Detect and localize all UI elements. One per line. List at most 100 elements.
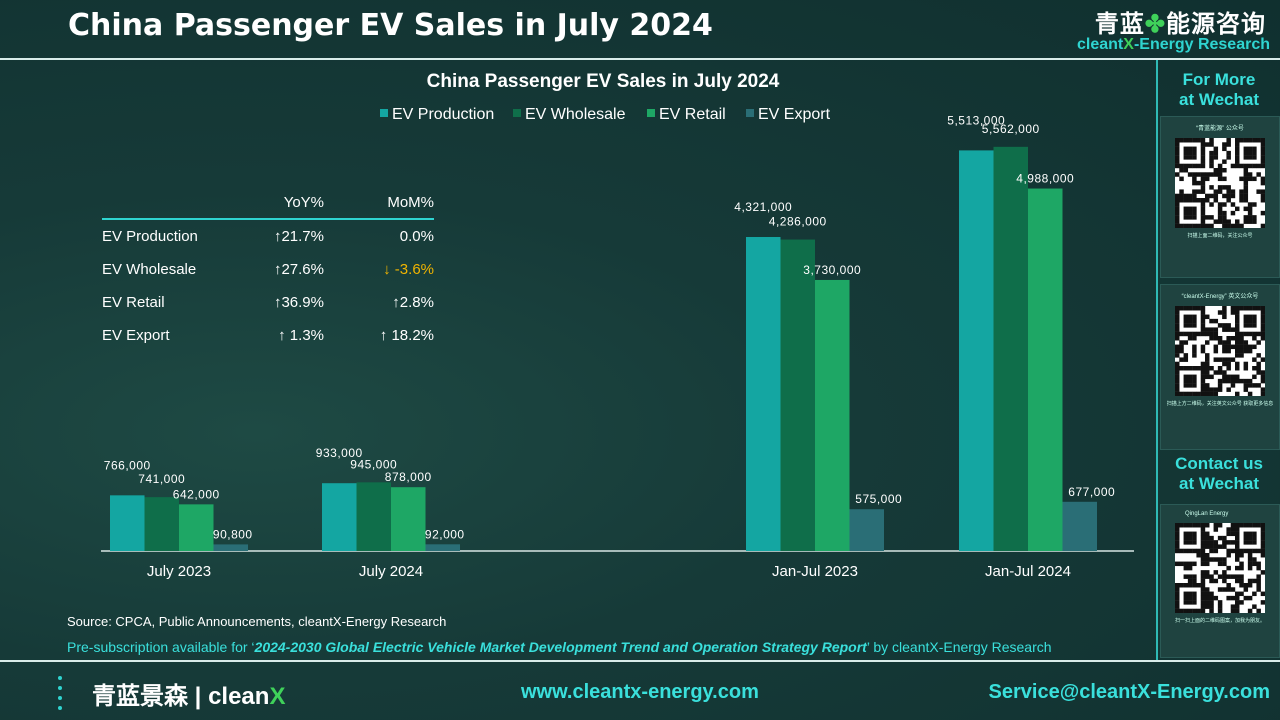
qr-module — [1247, 155, 1253, 160]
qr-module — [1209, 138, 1214, 143]
row-mom: ↑ 18.2% — [379, 327, 434, 344]
qr-module — [1217, 185, 1223, 190]
qr-module — [1252, 336, 1257, 341]
qr-module — [1175, 523, 1180, 528]
qr-module — [1179, 163, 1184, 169]
website-link[interactable]: www.cleantx-energy.com — [521, 681, 759, 703]
qr-module — [1230, 306, 1236, 311]
qr-module — [1247, 331, 1253, 337]
row-name: EV Production — [102, 228, 198, 245]
qr-module — [1239, 336, 1244, 341]
qr-module — [1205, 142, 1210, 147]
qr-module — [1187, 193, 1193, 199]
qr-module — [1196, 608, 1201, 613]
qr-module — [1235, 344, 1240, 350]
qr-module — [1247, 146, 1253, 152]
qr-module — [1175, 210, 1180, 216]
qr-module — [1252, 318, 1257, 324]
qr-module — [1209, 535, 1214, 541]
qr-module — [1183, 548, 1189, 554]
for-more-heading: For More at Wechat — [1160, 70, 1278, 110]
qr-module — [1235, 159, 1240, 164]
data-label: 90,800 — [213, 527, 253, 541]
qr-module — [1252, 176, 1257, 182]
qr-module — [1200, 327, 1206, 332]
qr-module — [1196, 189, 1201, 194]
qr-code-icon[interactable] — [1175, 523, 1265, 613]
qr-module — [1175, 219, 1180, 224]
qr-module — [1200, 374, 1206, 380]
qr-module — [1200, 180, 1206, 186]
email-link[interactable]: Service@cleantX-Energy.com — [988, 681, 1270, 703]
qr-module — [1192, 548, 1197, 554]
qr-module — [1252, 374, 1257, 380]
qr-module — [1183, 357, 1189, 362]
qr-module — [1256, 370, 1261, 375]
footer-divider — [0, 660, 1280, 662]
qr-module — [1230, 574, 1236, 579]
qr-module — [1175, 591, 1180, 597]
qr-module — [1205, 391, 1210, 396]
qr-module — [1179, 168, 1184, 173]
qr-module — [1235, 595, 1240, 601]
qr-module — [1183, 374, 1189, 380]
brand-logo-cn: 青蓝✤能源咨询 — [1095, 4, 1266, 39]
qr-module — [1226, 540, 1231, 545]
qr-module — [1226, 189, 1231, 194]
qr-module — [1200, 366, 1206, 371]
qr-module — [1243, 535, 1249, 541]
qr-module — [1205, 172, 1210, 177]
qr-module — [1222, 557, 1227, 562]
qr-module — [1243, 378, 1249, 384]
qr-module — [1200, 215, 1206, 220]
qr-module — [1192, 608, 1197, 613]
qr-module — [1217, 604, 1223, 609]
qr-module — [1256, 366, 1261, 371]
row-name: EV Retail — [102, 294, 165, 311]
bar — [179, 504, 214, 551]
qr-module — [1222, 185, 1227, 190]
qr-module — [1235, 523, 1240, 528]
qr-module — [1192, 318, 1197, 324]
qr-module — [1187, 318, 1193, 324]
qr-module — [1209, 557, 1214, 562]
qr-module — [1230, 604, 1236, 609]
qr-module — [1243, 595, 1249, 601]
qr-module — [1205, 591, 1210, 597]
qr-module — [1217, 202, 1223, 207]
qr-module — [1247, 348, 1253, 354]
qr-module — [1209, 578, 1214, 584]
qr-module — [1260, 210, 1265, 216]
qr-module — [1235, 548, 1240, 554]
qr-module — [1235, 578, 1240, 584]
qr-module — [1243, 340, 1249, 345]
qr-module — [1243, 383, 1249, 388]
qr-module — [1209, 202, 1214, 207]
qr-code-icon[interactable] — [1175, 306, 1265, 396]
qr-module — [1256, 578, 1261, 584]
qr-module — [1226, 361, 1231, 367]
qr-module — [1230, 223, 1236, 228]
bar — [391, 487, 426, 551]
qr-module — [1200, 314, 1206, 320]
qr-module — [1175, 314, 1180, 320]
qr-module — [1200, 540, 1206, 545]
qr-module — [1200, 583, 1206, 588]
qr-module — [1213, 370, 1219, 375]
qr-module — [1175, 198, 1180, 203]
qr-module — [1213, 344, 1219, 350]
qr-module — [1217, 535, 1223, 541]
bar — [815, 279, 850, 551]
qr-footnote: 扫描上面二维码，关注公众号 — [1187, 233, 1253, 239]
qr-module — [1230, 383, 1236, 388]
qr-module — [1187, 223, 1193, 228]
row-mom: ↑2.8% — [392, 294, 434, 311]
qr-module — [1252, 150, 1257, 156]
qr-code-icon[interactable] — [1175, 138, 1265, 228]
qr-module — [1200, 600, 1206, 605]
qr-module — [1217, 340, 1223, 345]
qr-module — [1200, 557, 1206, 562]
qr-module — [1187, 366, 1193, 371]
qr-module — [1252, 535, 1257, 541]
qr-module — [1196, 553, 1201, 558]
